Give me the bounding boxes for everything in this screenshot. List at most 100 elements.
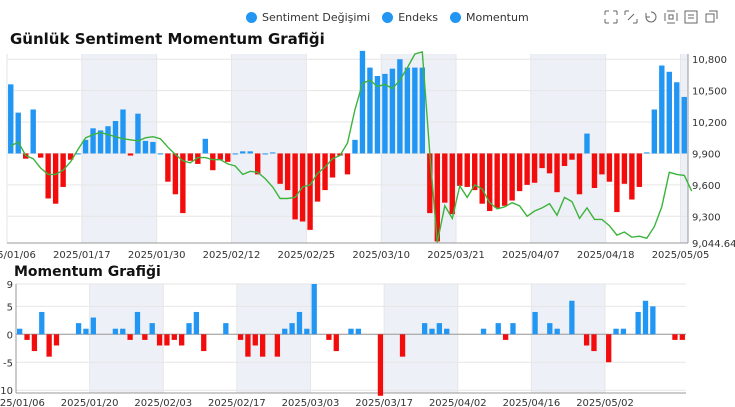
momentum-bar: [46, 334, 52, 357]
momentum-bar: [355, 328, 362, 335]
main-x-tick-label: 2025/04/18: [577, 250, 635, 261]
momentum-y-tick-label: 5: [7, 302, 13, 313]
momentum-bar: [53, 334, 60, 346]
momentum-bar: [237, 334, 244, 340]
sentiment-bar: [434, 153, 440, 242]
sentiment-bar: [247, 151, 253, 154]
sentiment-bar: [150, 141, 156, 154]
sentiment-bar: [457, 153, 463, 186]
sentiment-bar: [382, 73, 388, 154]
legend-item-sentiment-degisimi[interactable]: Sentiment Değişimi: [246, 11, 370, 24]
main-x-tick-label: 2025/04/07: [502, 250, 560, 261]
legend-label: Sentiment Değişimi: [262, 11, 371, 24]
momentum-x-tick-label: 2025/05/02: [576, 398, 634, 407]
sentiment-bar: [195, 153, 201, 164]
momentum-bar: [186, 323, 192, 335]
momentum-y-tick-label: -5: [3, 358, 13, 369]
momentum-bar: [377, 334, 384, 396]
momentum-bar: [149, 323, 155, 335]
momentum-x-tick-label: 2025/01/06: [0, 398, 45, 407]
momentum-bar: [193, 311, 200, 335]
sentiment-bar: [180, 153, 186, 214]
momentum-bar: [672, 334, 678, 340]
momentum-bar: [635, 311, 641, 335]
momentum-x-tick-label: 2025/04/16: [503, 398, 561, 407]
sentiment-bar: [15, 112, 21, 154]
save-image-icon[interactable]: [684, 10, 698, 24]
momentum-bar: [502, 334, 509, 340]
main-y-tick-label: 9,044.64: [692, 239, 735, 250]
momentum-bar: [127, 334, 133, 340]
legend-item-endeks[interactable]: Endeks: [382, 11, 438, 24]
sentiment-bar: [157, 153, 164, 155]
main-x-tick-label: 2025/01/06: [0, 250, 36, 261]
sentiment-bar: [52, 153, 59, 204]
sentiment-bar: [240, 151, 246, 154]
endeks-line: [10, 50, 693, 243]
main-x-tick-label: 2025/02/25: [278, 250, 336, 261]
momentum-bar: [591, 334, 597, 352]
momentum-background-band: [384, 284, 458, 393]
momentum-x-tick-label: 2025/02/17: [208, 398, 266, 407]
sentiment-bar: [8, 84, 14, 154]
momentum-bar: [90, 317, 96, 335]
sentiment-bar: [262, 153, 268, 155]
sentiment-bar: [344, 153, 351, 175]
momentum-x-tick-label: 2025/03/17: [355, 398, 413, 407]
sentiment-bar: [322, 153, 328, 191]
sentiment-bar: [659, 65, 665, 154]
sentiment-bar: [284, 153, 291, 191]
main-y-tick-label: 9,600: [692, 181, 721, 192]
sentiment-bar: [127, 153, 134, 156]
restore-icon[interactable]: [644, 10, 658, 24]
zoom-reset-icon[interactable]: [624, 10, 638, 24]
momentum-y-tick-label: 9: [7, 280, 13, 291]
momentum-bar: [164, 334, 170, 346]
chart-title: Günlük Sentiment Momentum Grafiği: [10, 30, 325, 48]
data-view-icon[interactable]: [664, 10, 678, 24]
fullscreen-icon[interactable]: [704, 10, 718, 24]
sentiment-bar: [524, 153, 530, 185]
momentum-x-tick-label: 2025/01/20: [61, 398, 119, 407]
sentiment-bar: [509, 153, 515, 201]
momentum-bar: [326, 334, 332, 340]
sentiment-bar: [427, 153, 433, 214]
momentum-bar: [259, 334, 266, 357]
zoom-icon[interactable]: [604, 10, 618, 24]
sentiment-bar: [187, 153, 194, 161]
momentum-bar: [274, 334, 281, 357]
momentum-bar: [429, 328, 435, 335]
momentum-bar: [171, 334, 177, 340]
sentiment-bar: [307, 153, 313, 230]
momentum-bar: [650, 306, 656, 335]
sentiment-bar: [359, 50, 366, 154]
sentiment-bar: [374, 75, 381, 154]
legend-item-momentum[interactable]: Momentum: [449, 11, 529, 24]
sentiment-bar: [614, 153, 620, 213]
main-y-tick-label: 10,200: [692, 118, 727, 129]
sentiment-bar: [202, 138, 209, 154]
sentiment-bar: [67, 153, 74, 160]
sentiment-bar: [367, 67, 373, 154]
momentum-bar: [348, 328, 354, 335]
sentiment-bar: [412, 67, 418, 154]
momentum-bar: [495, 323, 501, 335]
sentiment-bar: [105, 126, 111, 154]
sentiment-bar: [666, 71, 672, 154]
sentiment-bar: [636, 153, 643, 187]
sentiment-bar: [45, 153, 51, 199]
main-x-tick-label: 2025/03/10: [352, 250, 410, 261]
momentum-bar: [642, 300, 649, 335]
sentiment-bar: [90, 128, 96, 154]
sentiment-bar: [292, 153, 298, 220]
sentiment-bar: [329, 153, 336, 178]
momentum-bar: [620, 328, 627, 335]
sentiment-bar: [561, 153, 568, 167]
main-y-tick-label: 10,500: [692, 87, 727, 98]
momentum-x-tick-label: 2025/03/03: [282, 398, 340, 407]
sentiment-bar: [389, 68, 396, 154]
sentiment-bar: [479, 153, 485, 204]
chart-legend: Sentiment Değişimi Endeks Momentum: [246, 11, 529, 24]
sentiment-bar: [120, 109, 126, 154]
